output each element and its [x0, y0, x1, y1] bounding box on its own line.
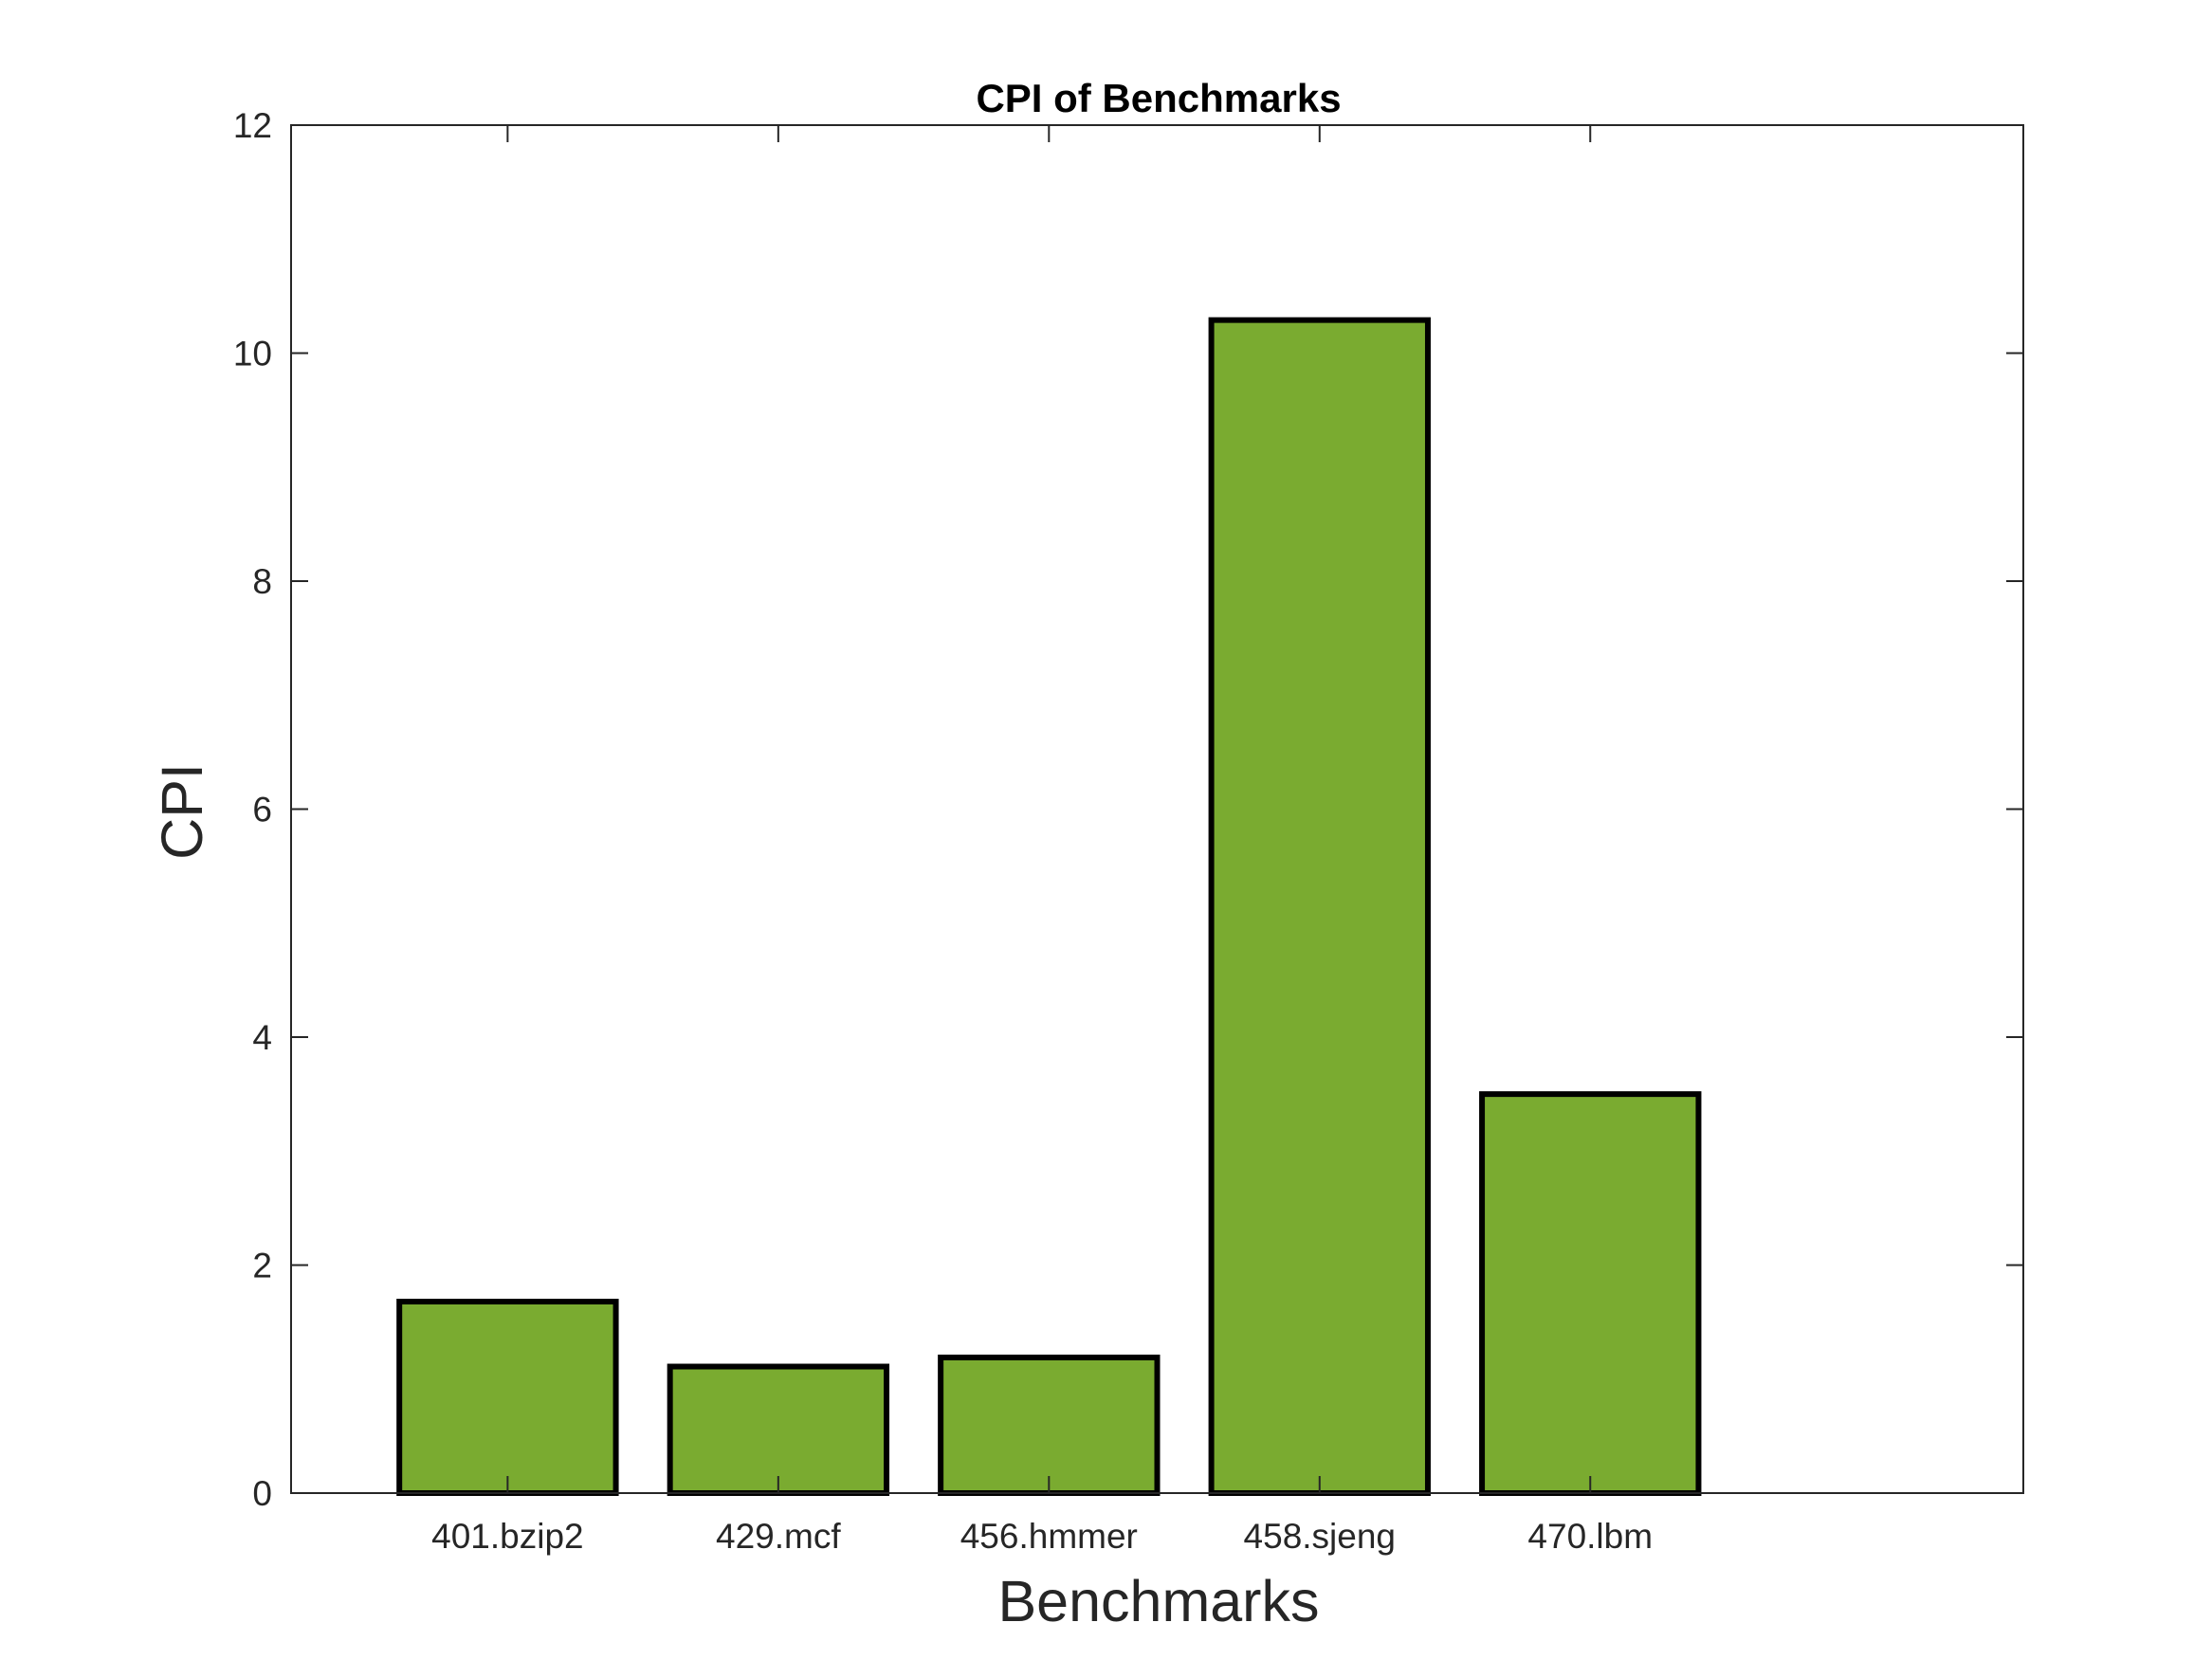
x-tick-labels: 401.bzip2 429.mcf 456.hmmer 458.sjeng 470.lb…: [431, 1517, 1653, 1556]
y-tick-label: 6: [252, 791, 272, 830]
bars-group: [396, 317, 1702, 1497]
bar-401.bzip2: [396, 1298, 619, 1496]
x-tick-label: 401.bzip2: [431, 1517, 583, 1556]
y-tick-label: 12: [233, 106, 272, 145]
bar-458.sjeng: [1208, 317, 1431, 1497]
chart-title: CPI of Benchmarks: [976, 76, 1341, 120]
y-tick-label: 0: [252, 1474, 272, 1513]
x-tick-label: 470.lbm: [1527, 1517, 1653, 1556]
x-axis-label: Benchmarks: [997, 1569, 1319, 1633]
x-tick-label: 456.hmmer: [960, 1517, 1138, 1556]
y-tick-label: 4: [252, 1018, 272, 1057]
y-tick-label: 2: [252, 1247, 272, 1285]
plot-area-frame: [290, 124, 2024, 1494]
bar-470.lbm: [1479, 1091, 1702, 1496]
y-tick-labels: 0 2 4 6 8 10 12: [233, 106, 272, 1513]
x-tick-label: 458.sjeng: [1244, 1517, 1396, 1556]
bar-456.hmmer: [938, 1354, 1161, 1496]
y-tick-label: 8: [252, 562, 272, 601]
x-tick-label: 429.mcf: [716, 1517, 841, 1556]
y-tick-label: 10: [233, 335, 272, 374]
bar-429.mcf: [667, 1363, 890, 1496]
y-axis-label: CPI: [150, 763, 214, 860]
